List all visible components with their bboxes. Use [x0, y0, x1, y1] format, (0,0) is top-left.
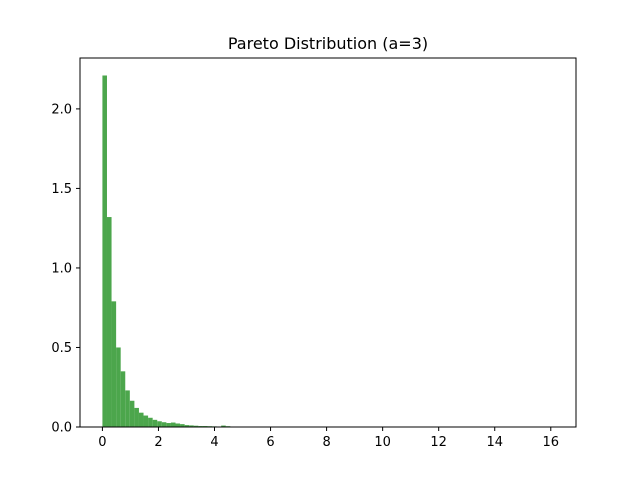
histogram-bar	[143, 415, 149, 427]
histogram-bar	[125, 390, 130, 427]
y-tick-label: 0.5	[51, 341, 72, 356]
x-tick-label: 10	[374, 435, 391, 450]
x-tick-label: 16	[543, 435, 560, 450]
histogram-bar	[116, 347, 121, 427]
histogram-bar	[138, 412, 144, 427]
x-axis: 0 2 4 6 8 10 12 14 16	[98, 427, 559, 450]
x-tick-label: 2	[154, 435, 162, 450]
x-tick-label: 6	[266, 435, 274, 450]
y-tick-label: 2.0	[51, 102, 72, 117]
histogram-bar	[221, 425, 226, 427]
x-tick-label: 4	[210, 435, 218, 450]
histogram-bar	[148, 417, 153, 427]
y-axis: 0.0 0.5 1.0 1.5 2.0	[51, 102, 80, 436]
x-tick-label: 12	[430, 435, 447, 450]
histogram-bar	[180, 424, 185, 427]
histogram-bar	[129, 400, 135, 427]
histogram-bar	[166, 423, 171, 427]
chart-title: Pareto Distribution (a=3)	[228, 34, 428, 53]
histogram-bar	[184, 425, 190, 427]
histogram-bar	[134, 407, 139, 427]
x-tick-label: 8	[322, 435, 330, 450]
histogram-bar	[157, 421, 162, 427]
histogram-bar	[193, 425, 199, 427]
histogram-bar	[106, 217, 112, 427]
y-tick-label: 0.0	[51, 421, 72, 436]
histogram-bar	[120, 371, 126, 427]
histogram-bar	[111, 301, 117, 427]
y-tick-label: 1.5	[51, 182, 72, 197]
histogram-bar	[170, 422, 176, 427]
histogram-bar	[102, 75, 107, 427]
histogram-bar	[161, 422, 167, 427]
histogram-bar	[175, 423, 181, 427]
histogram-bar	[189, 425, 194, 427]
y-tick-label: 1.0	[51, 261, 72, 276]
x-tick-label: 14	[486, 435, 503, 450]
plot-frame	[79, 57, 577, 428]
x-tick-label: 0	[98, 435, 106, 450]
bar-group	[102, 75, 286, 427]
histogram-bar	[152, 419, 158, 427]
